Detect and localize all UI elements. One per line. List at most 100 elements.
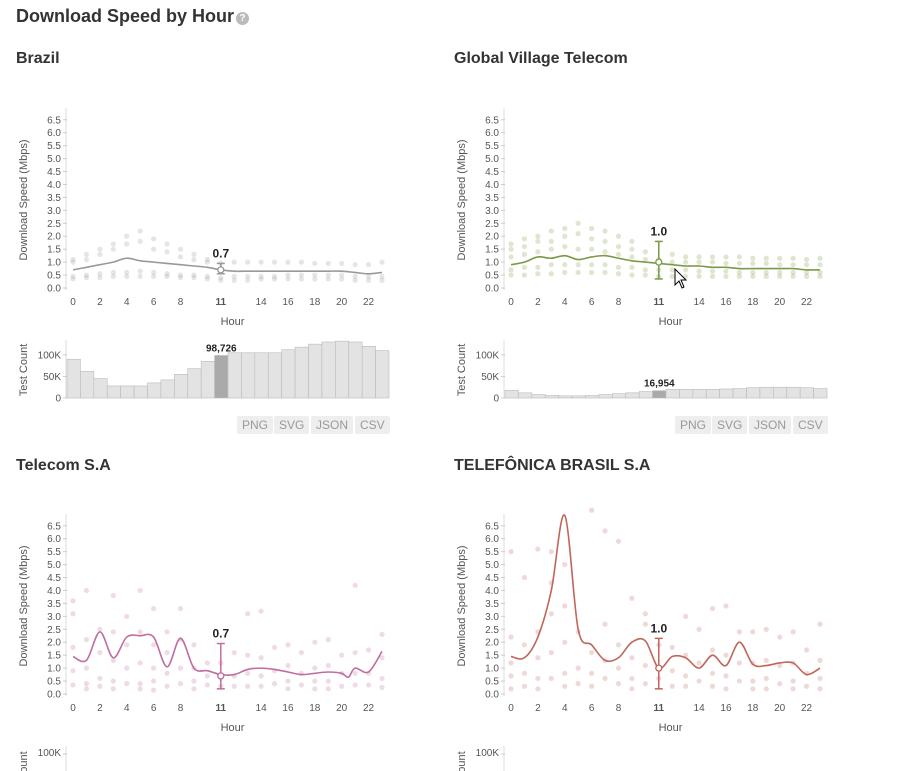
scatter-point: [589, 246, 595, 252]
scatter-point: [575, 262, 581, 268]
y-tick-label: 0.5: [485, 677, 499, 688]
scatter-point: [124, 269, 130, 276]
export-png-button[interactable]: PNG: [675, 416, 712, 434]
scatter-point: [137, 629, 143, 635]
count-tick-label: 100K: [38, 748, 62, 759]
scatter-point: [379, 273, 385, 279]
scatter-point: [312, 272, 318, 278]
scatter-point: [204, 660, 210, 666]
x-tick-label: 0: [70, 297, 76, 308]
telefonica-speed-chart[interactable]: 0.0 0.5 1.0 1.5 2.0 2.5 3.0 3.5 4.0 4.5 5.0 5.5 6.0 6…: [438, 496, 868, 771]
scatter-point: [151, 236, 157, 242]
scatter-point: [352, 682, 358, 688]
highlight-marker: [217, 672, 225, 680]
count-highlight-label: 16,954: [644, 379, 675, 390]
x-tick-label: 14: [694, 297, 706, 308]
scatter-point: [669, 644, 675, 651]
count-tick-label: 50K: [43, 372, 61, 383]
count-bar: [732, 388, 747, 399]
scatter-point: [723, 273, 729, 279]
scatter-point: [562, 233, 568, 239]
scatter-point: [615, 264, 622, 270]
scatter-point: [548, 549, 554, 555]
median-line: [72, 257, 383, 275]
export-svg-button[interactable]: SVG: [274, 416, 310, 434]
telecom-speed-chart[interactable]: 0.0 0.5 1.0 1.5 2.0 2.5 3.0 3.5 4.0 4.5 5.0 5.5 6.0 6…: [0, 496, 430, 771]
panel-title-telefonica: TELEFÔNICA BRASIL S.A: [454, 457, 651, 474]
scatter-point: [151, 687, 157, 693]
scatter-point: [325, 686, 331, 692]
scatter-point: [312, 686, 318, 692]
scatter-point: [312, 665, 318, 671]
y-axis-label: Download Speed (Mbps): [456, 139, 468, 260]
export-json-button[interactable]: JSON: [749, 416, 792, 434]
scatter-point: [521, 683, 528, 689]
scatter-point: [723, 603, 729, 609]
scatter-point: [124, 665, 130, 671]
scatter-point: [615, 271, 622, 277]
scatter-point: [137, 660, 143, 666]
question-circle-icon[interactable]: ?: [236, 12, 249, 25]
scatter-point: [629, 272, 635, 278]
scatter-point: [723, 652, 729, 658]
export-csv-button[interactable]: CSV: [793, 416, 828, 434]
scatter-point: [177, 275, 184, 281]
scatter-point: [258, 673, 264, 679]
x-tick-label: 20: [774, 297, 786, 308]
highlight-marker: [655, 258, 663, 266]
count-bar: [335, 340, 350, 399]
scatter-point: [817, 273, 823, 279]
count-tick-label: 100K: [476, 748, 500, 759]
scatter-point: [790, 686, 796, 692]
scatter-point: [615, 538, 622, 544]
count-bar: [147, 382, 162, 399]
gvt-speed-chart[interactable]: 0.0 0.5 1.0 1.5 2.0 2.5 3.0 3.5 4.0 4.5 5.0 5.5 6.0 6…: [438, 90, 868, 410]
scatter-point: [285, 686, 291, 692]
scatter-point: [763, 255, 769, 261]
x-tick-label: 18: [747, 297, 759, 308]
scatter-point: [736, 660, 742, 666]
y-tick-label: 3.0: [47, 206, 61, 217]
scatter-point: [365, 262, 372, 268]
count-bar: [598, 394, 613, 399]
scatter-point: [298, 276, 304, 282]
scatter-point: [736, 629, 742, 635]
scatter-point: [379, 684, 385, 691]
scatter-point: [562, 670, 568, 676]
scatter-point: [258, 608, 264, 614]
scatter-point: [629, 655, 635, 661]
scatter-point: [204, 682, 210, 688]
y-tick-label: 5.0: [47, 560, 61, 571]
highlight-value-label: 1.0: [650, 621, 667, 635]
export-svg-button[interactable]: SVG: [712, 416, 748, 434]
scatter-point: [589, 225, 595, 232]
count-bar: [571, 395, 586, 399]
scatter-point: [352, 277, 358, 283]
scatter-point: [285, 272, 291, 278]
x-tick-label: 18: [747, 703, 759, 714]
scatter-point: [777, 262, 783, 268]
scatter-point: [97, 251, 103, 257]
scatter-point: [535, 546, 541, 552]
y-tick-label: 3.5: [485, 599, 499, 610]
scatter-point: [231, 277, 237, 283]
scatter-point: [110, 657, 116, 663]
scatter-point: [629, 246, 635, 252]
scatter-point: [151, 665, 157, 671]
y-tick-label: 3.5: [47, 193, 61, 204]
y-tick-label: 4.5: [485, 573, 499, 584]
export-json-button[interactable]: JSON: [311, 416, 354, 434]
export-png-button[interactable]: PNG: [237, 416, 274, 434]
scatter-point: [164, 683, 170, 689]
x-tick-label: 20: [336, 297, 348, 308]
scatter-point: [70, 273, 76, 279]
count-bar: [625, 392, 640, 399]
scatter-point: [325, 272, 331, 278]
y-axis-label: Download Speed (Mbps): [18, 139, 30, 260]
scatter-point: [231, 273, 237, 279]
brazil-speed-chart[interactable]: 0.0 0.5 1.0 1.5 2.0 2.5 3.0 3.5 4.0 4.5 5.0 5.5 6.0 6…: [0, 90, 430, 410]
scatter-point: [521, 574, 528, 581]
scatter-point: [803, 262, 810, 268]
page-title: Download Speed by Hour: [16, 6, 235, 26]
export-csv-button[interactable]: CSV: [355, 416, 390, 434]
